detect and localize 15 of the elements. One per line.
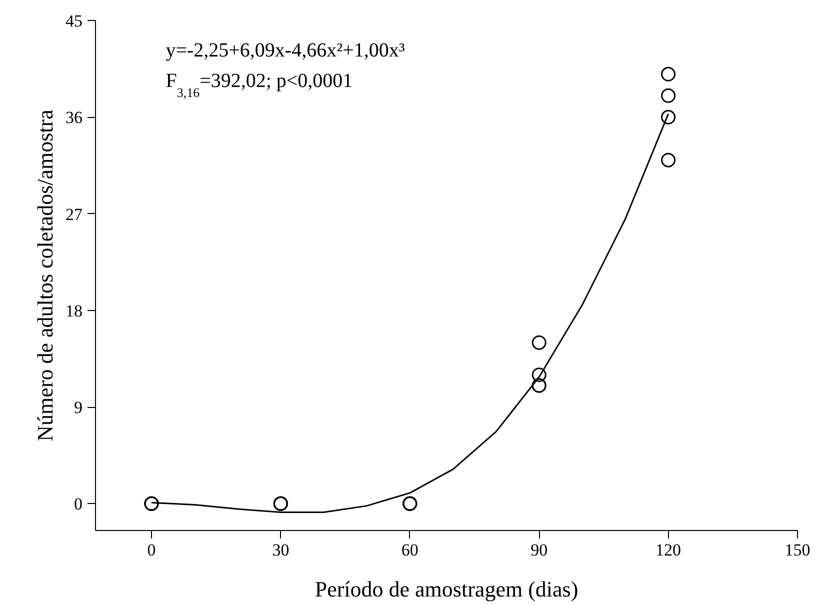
y-tick-label: 0 [74, 494, 82, 514]
y-tick-label: 45 [66, 12, 82, 30]
x-axis-title: Período de amostragem (dias) [314, 576, 578, 602]
y-tick-label: 27 [66, 204, 83, 224]
x-tick-label: 30 [272, 540, 290, 560]
x-tick-label: 60 [401, 540, 418, 560]
annotation: y=-2,25+6,09x-4,66x²+1,00x³ [166, 39, 405, 62]
x-tick-label: 150 [784, 540, 810, 560]
x-tick-label: 90 [530, 540, 548, 560]
y-axis-title: Número de adultos coletados/amostra [32, 109, 58, 442]
x-tick-label: 0 [147, 540, 156, 560]
y-tick-label: 18 [66, 301, 82, 320]
y-tick-label: 9 [74, 398, 82, 418]
x-tick-label: 120 [656, 540, 682, 560]
y-tick-label: 36 [66, 108, 82, 128]
